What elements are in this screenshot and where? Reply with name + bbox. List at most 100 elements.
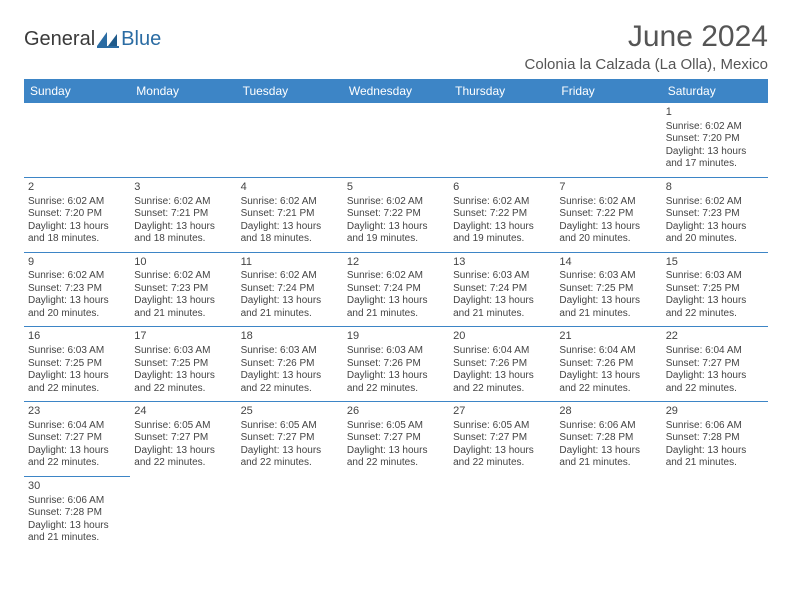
calendar-cell: 21Sunrise: 6:04 AMSunset: 7:26 PMDayligh… (555, 327, 661, 402)
sunset-text: Sunset: 7:24 PM (347, 283, 445, 296)
calendar-cell: 1Sunrise: 6:02 AMSunset: 7:20 PMDaylight… (662, 103, 768, 177)
sunset-text: Sunset: 7:24 PM (241, 283, 339, 296)
calendar-cell (237, 476, 343, 550)
daylight-text: Daylight: 13 hours and 19 minutes. (347, 221, 445, 246)
weekday-header: Friday (555, 79, 661, 103)
daylight-text: Daylight: 13 hours and 22 minutes. (347, 370, 445, 395)
day-number: 17 (134, 330, 232, 344)
sunrise-text: Sunrise: 6:02 AM (134, 196, 232, 209)
sunset-text: Sunset: 7:22 PM (453, 208, 551, 221)
sunrise-text: Sunrise: 6:02 AM (28, 270, 126, 283)
calendar-cell: 25Sunrise: 6:05 AMSunset: 7:27 PMDayligh… (237, 402, 343, 477)
calendar-cell: 10Sunrise: 6:02 AMSunset: 7:23 PMDayligh… (130, 252, 236, 327)
calendar-cell (449, 476, 555, 550)
day-number: 27 (453, 405, 551, 419)
calendar-cell: 17Sunrise: 6:03 AMSunset: 7:25 PMDayligh… (130, 327, 236, 402)
day-number: 26 (347, 405, 445, 419)
day-number: 24 (134, 405, 232, 419)
calendar-cell: 24Sunrise: 6:05 AMSunset: 7:27 PMDayligh… (130, 402, 236, 477)
calendar-cell: 27Sunrise: 6:05 AMSunset: 7:27 PMDayligh… (449, 402, 555, 477)
sunset-text: Sunset: 7:28 PM (666, 432, 764, 445)
day-number: 28 (559, 405, 657, 419)
daylight-text: Daylight: 13 hours and 21 minutes. (559, 295, 657, 320)
sunset-text: Sunset: 7:25 PM (28, 358, 126, 371)
day-number: 12 (347, 256, 445, 270)
day-number: 9 (28, 256, 126, 270)
calendar-row: 2Sunrise: 6:02 AMSunset: 7:20 PMDaylight… (24, 177, 768, 252)
daylight-text: Daylight: 13 hours and 22 minutes. (241, 445, 339, 470)
calendar-cell: 14Sunrise: 6:03 AMSunset: 7:25 PMDayligh… (555, 252, 661, 327)
day-number: 22 (666, 330, 764, 344)
sunrise-text: Sunrise: 6:06 AM (28, 495, 126, 508)
sunrise-text: Sunrise: 6:02 AM (453, 196, 551, 209)
sunset-text: Sunset: 7:23 PM (134, 283, 232, 296)
page-title: June 2024 (525, 20, 768, 54)
day-number: 5 (347, 181, 445, 195)
sunrise-text: Sunrise: 6:06 AM (559, 420, 657, 433)
sunset-text: Sunset: 7:27 PM (666, 358, 764, 371)
sunrise-text: Sunrise: 6:05 AM (453, 420, 551, 433)
sunset-text: Sunset: 7:27 PM (28, 432, 126, 445)
sunset-text: Sunset: 7:22 PM (559, 208, 657, 221)
day-number: 15 (666, 256, 764, 270)
daylight-text: Daylight: 13 hours and 17 minutes. (666, 146, 764, 171)
daylight-text: Daylight: 13 hours and 22 minutes. (453, 445, 551, 470)
calendar-cell: 5Sunrise: 6:02 AMSunset: 7:22 PMDaylight… (343, 177, 449, 252)
day-number: 2 (28, 181, 126, 195)
daylight-text: Daylight: 13 hours and 21 minutes. (666, 445, 764, 470)
calendar-cell (662, 476, 768, 550)
location-text: Colonia la Calzada (La Olla), Mexico (525, 56, 768, 73)
sunrise-text: Sunrise: 6:02 AM (241, 196, 339, 209)
sunrise-text: Sunrise: 6:03 AM (453, 270, 551, 283)
daylight-text: Daylight: 13 hours and 22 minutes. (347, 445, 445, 470)
title-block: June 2024 Colonia la Calzada (La Olla), … (525, 20, 768, 73)
calendar-cell: 3Sunrise: 6:02 AMSunset: 7:21 PMDaylight… (130, 177, 236, 252)
sunrise-text: Sunrise: 6:02 AM (666, 121, 764, 134)
day-number: 10 (134, 256, 232, 270)
calendar-cell (343, 476, 449, 550)
calendar-cell: 23Sunrise: 6:04 AMSunset: 7:27 PMDayligh… (24, 402, 130, 477)
day-number: 6 (453, 181, 551, 195)
sunset-text: Sunset: 7:26 PM (241, 358, 339, 371)
calendar-cell: 7Sunrise: 6:02 AMSunset: 7:22 PMDaylight… (555, 177, 661, 252)
sunset-text: Sunset: 7:22 PM (347, 208, 445, 221)
sunrise-text: Sunrise: 6:03 AM (241, 345, 339, 358)
daylight-text: Daylight: 13 hours and 22 minutes. (134, 370, 232, 395)
day-number: 25 (241, 405, 339, 419)
sunrise-text: Sunrise: 6:05 AM (347, 420, 445, 433)
sunset-text: Sunset: 7:27 PM (134, 432, 232, 445)
calendar-cell: 4Sunrise: 6:02 AMSunset: 7:21 PMDaylight… (237, 177, 343, 252)
sunset-text: Sunset: 7:23 PM (666, 208, 764, 221)
sunrise-text: Sunrise: 6:04 AM (28, 420, 126, 433)
daylight-text: Daylight: 13 hours and 22 minutes. (241, 370, 339, 395)
calendar-cell: 8Sunrise: 6:02 AMSunset: 7:23 PMDaylight… (662, 177, 768, 252)
calendar-cell: 20Sunrise: 6:04 AMSunset: 7:26 PMDayligh… (449, 327, 555, 402)
sunrise-text: Sunrise: 6:03 AM (559, 270, 657, 283)
day-number: 8 (666, 181, 764, 195)
day-number: 23 (28, 405, 126, 419)
calendar-cell (130, 476, 236, 550)
daylight-text: Daylight: 13 hours and 20 minutes. (666, 221, 764, 246)
weekday-header: Sunday (24, 79, 130, 103)
day-number: 13 (453, 256, 551, 270)
daylight-text: Daylight: 13 hours and 21 minutes. (453, 295, 551, 320)
sunset-text: Sunset: 7:23 PM (28, 283, 126, 296)
calendar-body: 1Sunrise: 6:02 AMSunset: 7:20 PMDaylight… (24, 103, 768, 551)
daylight-text: Daylight: 13 hours and 22 minutes. (666, 370, 764, 395)
day-number: 14 (559, 256, 657, 270)
calendar-cell: 9Sunrise: 6:02 AMSunset: 7:23 PMDaylight… (24, 252, 130, 327)
calendar-row: 9Sunrise: 6:02 AMSunset: 7:23 PMDaylight… (24, 252, 768, 327)
sunrise-text: Sunrise: 6:06 AM (666, 420, 764, 433)
weekday-header-row: Sunday Monday Tuesday Wednesday Thursday… (24, 79, 768, 103)
day-number: 19 (347, 330, 445, 344)
daylight-text: Daylight: 13 hours and 21 minutes. (559, 445, 657, 470)
day-number: 11 (241, 256, 339, 270)
sunset-text: Sunset: 7:21 PM (241, 208, 339, 221)
calendar-cell: 6Sunrise: 6:02 AMSunset: 7:22 PMDaylight… (449, 177, 555, 252)
sunrise-text: Sunrise: 6:03 AM (28, 345, 126, 358)
daylight-text: Daylight: 13 hours and 19 minutes. (453, 221, 551, 246)
sunrise-text: Sunrise: 6:03 AM (666, 270, 764, 283)
daylight-text: Daylight: 13 hours and 18 minutes. (134, 221, 232, 246)
sunset-text: Sunset: 7:20 PM (666, 133, 764, 146)
sunrise-text: Sunrise: 6:02 AM (241, 270, 339, 283)
